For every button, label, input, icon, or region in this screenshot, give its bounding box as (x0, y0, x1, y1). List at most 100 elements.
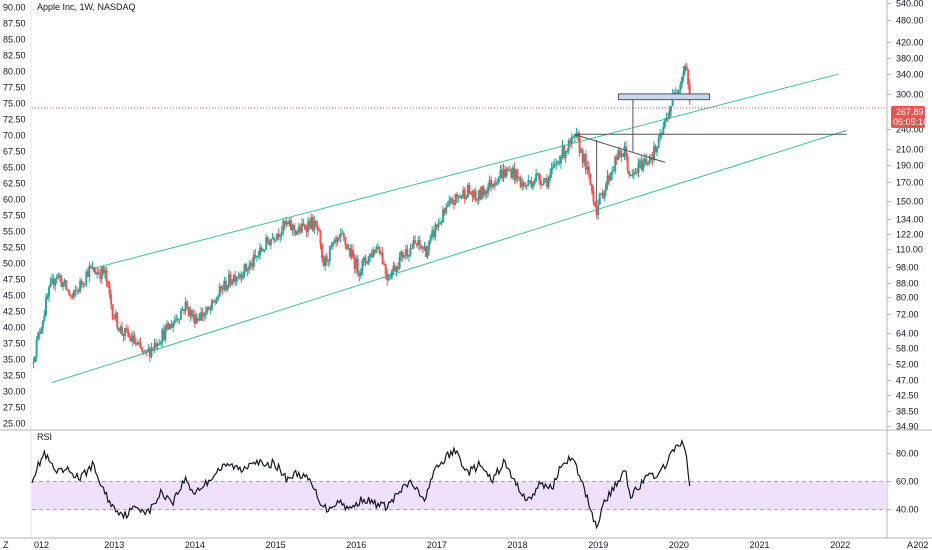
candle-body (355, 258, 358, 269)
candle-body (502, 169, 505, 179)
candle-body (116, 312, 119, 329)
candle-body (283, 220, 286, 225)
candle-body (629, 175, 632, 177)
candle-body (519, 177, 522, 187)
candle-body (601, 192, 604, 199)
right-axis-tick: 88.00 (896, 279, 919, 289)
candle-body (631, 174, 634, 176)
candle-body (277, 233, 280, 237)
candle-body (507, 168, 510, 171)
candle-body (608, 175, 611, 181)
right-axis-tick: 98.00 (896, 263, 919, 273)
candle-body (209, 309, 212, 311)
left-axis-tick: 77.50 (3, 83, 26, 93)
candle-body (321, 244, 324, 259)
candle-body (263, 249, 266, 251)
candle-body (558, 161, 561, 164)
candle-body (510, 170, 513, 178)
candle-body (38, 332, 41, 334)
candle-body (131, 335, 134, 342)
candle-body (493, 183, 496, 186)
candle-body (392, 265, 395, 271)
candle-body (485, 190, 488, 194)
candle-body (344, 237, 347, 245)
candle-body (508, 170, 511, 172)
candle-body (452, 203, 455, 205)
candle-body (586, 166, 589, 170)
candle-body (618, 150, 621, 154)
candle-body (592, 191, 595, 202)
left-axis-tick: 82.50 (3, 51, 26, 61)
candle-body (338, 237, 341, 239)
left-axis-tick: 90.00 (3, 3, 26, 13)
candle-body (193, 314, 196, 324)
candle-body (220, 286, 223, 289)
candle-body (150, 347, 153, 357)
candle-body (463, 189, 466, 200)
candle-body (316, 225, 319, 230)
candle-body (108, 283, 111, 295)
candle-body (398, 256, 401, 269)
candle-body (57, 275, 60, 277)
candle-body (389, 277, 392, 279)
drawings (573, 93, 847, 203)
candle-body (432, 230, 435, 237)
candle-body (251, 262, 254, 267)
candle-body (516, 169, 519, 178)
candle-body (589, 173, 592, 185)
candle-body (532, 183, 535, 188)
right-axis-tick: 380.00 (896, 54, 924, 64)
candle-body (327, 260, 330, 262)
right-axis-tick: 150.00 (896, 197, 924, 207)
candle-body (207, 307, 210, 310)
candle-body (386, 273, 389, 281)
candle-body (223, 280, 226, 291)
candle-body (373, 249, 376, 253)
candle-body (232, 275, 235, 283)
candle-body (324, 256, 327, 266)
candle-body (159, 342, 162, 344)
candle-body (58, 275, 61, 278)
candle-body (524, 185, 527, 187)
candle-body (214, 301, 217, 303)
candle-body (466, 184, 469, 198)
left-axis-tick: 60.00 (3, 195, 26, 205)
candle-body (41, 320, 44, 329)
candle-body (418, 240, 421, 246)
candle-body (212, 300, 215, 302)
candle-body (401, 251, 404, 258)
candle-body (173, 320, 176, 324)
candle-body (63, 280, 66, 283)
candle-body (265, 237, 268, 250)
candle-body (122, 334, 125, 337)
candle-body (331, 243, 334, 247)
candle-body (145, 350, 148, 352)
candle-body (482, 186, 485, 195)
candle-body (611, 171, 614, 175)
candle-body (657, 137, 660, 148)
candle-body (662, 127, 665, 134)
candle-body (499, 170, 502, 177)
candle-body (370, 253, 373, 258)
candle-body (34, 356, 37, 362)
candle-body (291, 225, 294, 231)
chart-title: Apple Inc, 1W, NASDAQ (37, 2, 136, 12)
candle-body (89, 266, 92, 268)
x-axis-tick: 2021 (750, 540, 770, 550)
candle-body (521, 182, 524, 187)
candle-body (375, 247, 378, 253)
candle-body (107, 281, 110, 284)
candle-body (172, 323, 175, 328)
candle-body (620, 153, 623, 157)
candle-body (511, 167, 514, 178)
candle-body (542, 179, 545, 185)
candle-body (100, 267, 103, 279)
candle-body (643, 158, 646, 163)
candle-body (420, 245, 423, 249)
candle-body (148, 348, 151, 357)
candle-body (645, 158, 648, 164)
candle-body (224, 280, 227, 290)
candle-body (227, 274, 230, 286)
